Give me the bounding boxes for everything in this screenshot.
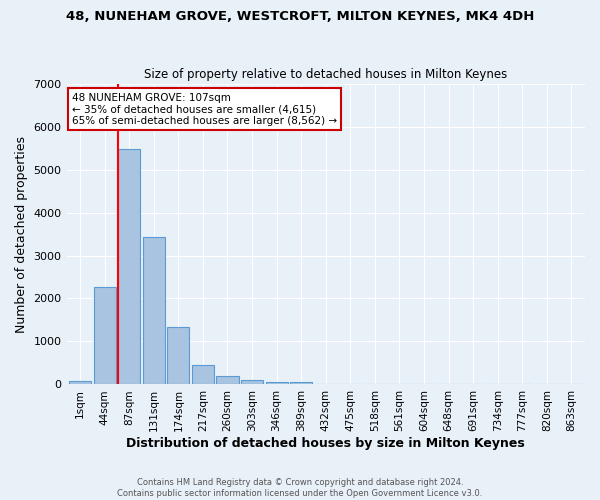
Y-axis label: Number of detached properties: Number of detached properties <box>15 136 28 332</box>
Text: Contains HM Land Registry data © Crown copyright and database right 2024.
Contai: Contains HM Land Registry data © Crown c… <box>118 478 482 498</box>
Bar <box>266 382 287 384</box>
Bar <box>217 376 239 384</box>
X-axis label: Distribution of detached houses by size in Milton Keynes: Distribution of detached houses by size … <box>127 437 525 450</box>
Text: 48, NUNEHAM GROVE, WESTCROFT, MILTON KEYNES, MK4 4DH: 48, NUNEHAM GROVE, WESTCROFT, MILTON KEY… <box>66 10 534 23</box>
Bar <box>118 150 140 384</box>
Bar <box>143 236 165 384</box>
Bar <box>94 287 116 384</box>
Bar <box>241 380 263 384</box>
Text: 48 NUNEHAM GROVE: 107sqm
← 35% of detached houses are smaller (4,615)
65% of sem: 48 NUNEHAM GROVE: 107sqm ← 35% of detach… <box>72 92 337 126</box>
Bar <box>167 328 190 384</box>
Bar <box>290 382 312 384</box>
Title: Size of property relative to detached houses in Milton Keynes: Size of property relative to detached ho… <box>144 68 508 81</box>
Bar <box>69 381 91 384</box>
Bar <box>192 364 214 384</box>
